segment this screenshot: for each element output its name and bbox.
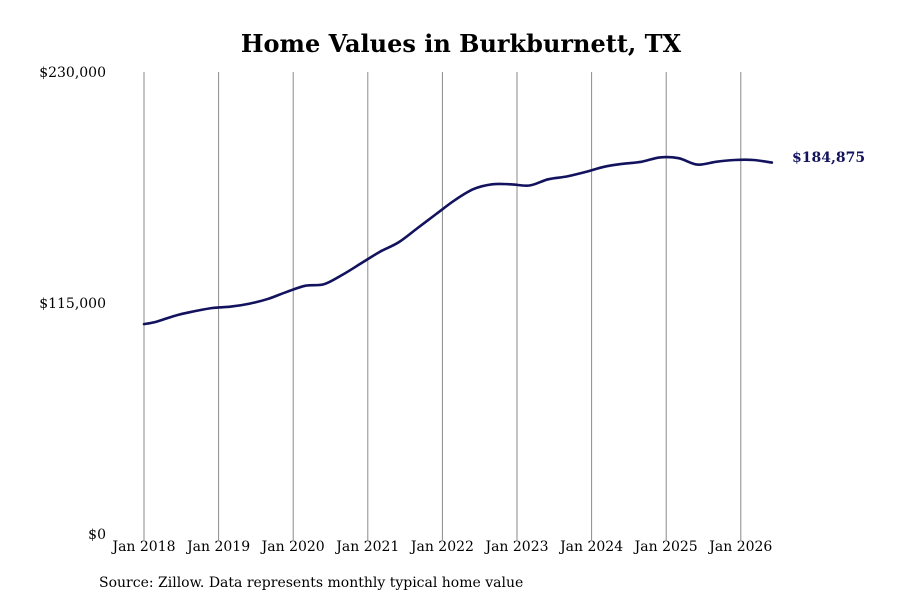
y-tick-label: $230,000 (39, 65, 106, 81)
source-note: Source: Zillow. Data represents monthly … (99, 575, 523, 591)
x-tick-label: Jan 2019 (185, 539, 250, 555)
grid-lines (143, 72, 742, 540)
y-axis-ticks: $0 $115,000 $230,000 (39, 65, 106, 543)
series-line (142, 155, 774, 326)
x-tick-label: Jan 2018 (110, 539, 175, 555)
x-tick-label: Jan 2024 (558, 539, 623, 555)
chart-title: Home Values in Burkburnett, TX (241, 29, 682, 58)
x-tick-label: Jan 2021 (334, 539, 399, 555)
x-tick-label: Jan 2023 (483, 539, 548, 555)
x-tick-label: Jan 2022 (409, 539, 474, 555)
x-tick-label: Jan 2025 (633, 539, 698, 555)
last-value-label: $184,875 (792, 150, 865, 166)
y-tick-label: $0 (88, 527, 106, 543)
x-tick-label: Jan 2020 (260, 539, 325, 555)
y-tick-label: $115,000 (39, 296, 106, 312)
x-tick-label: Jan 2026 (707, 539, 772, 555)
x-axis-ticks: Jan 2018 Jan 2019 Jan 2020 Jan 2021 Jan 2022… (110, 539, 772, 555)
series-layer (142, 155, 774, 326)
